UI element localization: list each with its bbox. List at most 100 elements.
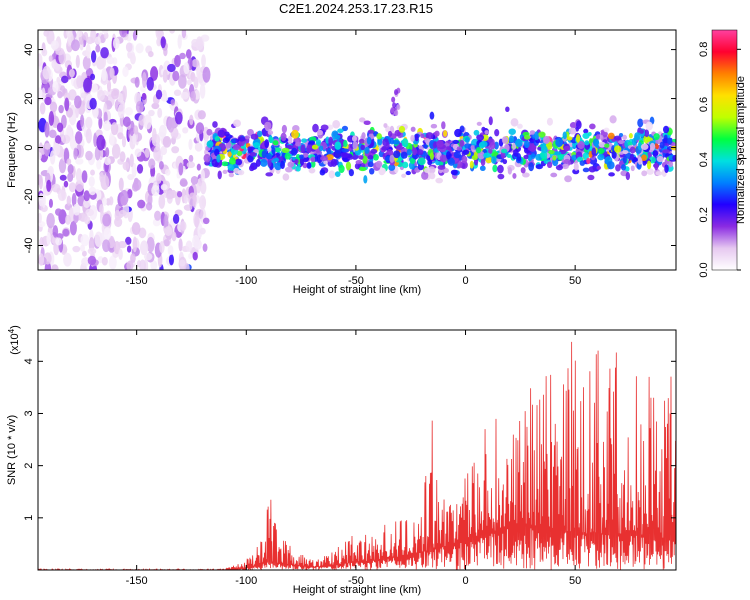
spectrogram-cell [395, 145, 401, 151]
spectrogram-cell [97, 89, 105, 101]
spectrogram-cell [63, 180, 69, 188]
spectrogram-cell [414, 134, 419, 142]
spectrogram-cell [185, 240, 193, 252]
spectrogram-cell [654, 162, 659, 171]
spectrogram-cell [152, 128, 157, 144]
spectrogram-cell [193, 239, 202, 250]
spectrogram-cell [644, 129, 650, 138]
spectrogram-cell [102, 213, 112, 227]
spectrogram-cell [561, 163, 569, 170]
spectrogram-cell [233, 119, 242, 128]
spectrogram-cell [117, 240, 127, 249]
spectrogram-cell [471, 155, 478, 161]
spectrogram-cell [662, 125, 670, 134]
spectrogram-cell [195, 38, 204, 51]
spectrogram-cell [68, 68, 75, 78]
spectrogram-cell [436, 140, 444, 148]
spectrogram-cell [206, 140, 214, 148]
spectrogram-cell [512, 172, 517, 179]
spectrogram-cell [273, 147, 282, 153]
y-tick-label: 1 [23, 515, 35, 521]
spectrogram-cell [89, 97, 97, 110]
spectrogram-cell [548, 149, 555, 155]
spectrogram-cell [68, 89, 77, 101]
spectrogram-cell [50, 40, 59, 50]
spectrogram-cell [643, 134, 651, 144]
spectrogram-cell [334, 171, 341, 177]
spectrogram-cell [433, 148, 439, 153]
spectrogram-cell [168, 254, 174, 266]
spectrogram-cell [191, 58, 200, 68]
spectrogram-cell [299, 154, 304, 160]
spectrogram-cell [575, 120, 582, 130]
spectrogram-cell [110, 122, 119, 136]
spectrogram-cell [563, 145, 571, 152]
spectrogram-cell [188, 253, 193, 260]
spectrogram-cell [394, 166, 399, 174]
spectrogram-cell [502, 158, 508, 165]
spectrogram-cell [555, 138, 564, 148]
spectrogram-cell [291, 129, 299, 139]
spectrogram-cell [437, 165, 446, 170]
spectrogram-cell [76, 30, 83, 38]
spectrogram-cell [86, 36, 94, 45]
spectrogram-cell [306, 144, 312, 154]
spectrogram-cell [540, 151, 548, 159]
spectrogram-cell [589, 123, 596, 130]
spectrogram-cell [587, 174, 595, 181]
spectrogram-cell [429, 152, 434, 160]
spectrogram-cell [66, 195, 72, 206]
spectrogram-cell [300, 144, 306, 154]
spectrogram-cell [128, 51, 135, 59]
spectrogram-cell [319, 169, 326, 176]
spectrogram-cell [51, 264, 59, 270]
spectrogram-cell [74, 95, 82, 109]
spectrogram-cell [510, 118, 519, 127]
spectrogram-cell [294, 158, 299, 164]
spectrogram-cell [389, 154, 395, 163]
spectrogram-cell [222, 169, 228, 175]
spectrogram-cell [44, 121, 50, 138]
colorbar-tick-label: 0.6 [698, 97, 710, 112]
spectrogram-cell [90, 169, 95, 176]
spectrogram-cell [295, 141, 302, 147]
spectrogram-cell [528, 162, 535, 172]
spectrogram-cell [608, 172, 615, 177]
spectrogram-cell [364, 146, 370, 154]
spectrogram-cell [72, 203, 81, 216]
snr-y-ticks: 1 2 3 4 [23, 358, 676, 521]
spectrogram-cell [202, 217, 210, 225]
spectrogram-cell [362, 154, 368, 164]
spectrogram-cell [57, 189, 67, 202]
spectrogram-cell [588, 166, 597, 173]
spectrogram-cell [38, 53, 43, 67]
spectrogram-cell [171, 146, 180, 154]
spectrogram-cell [591, 147, 597, 156]
spectrogram-cell [223, 131, 230, 137]
spectrogram-cell [662, 137, 669, 144]
spectrogram-cell [179, 179, 188, 187]
spectrogram-cell [402, 161, 409, 169]
spectrogram-cell [659, 141, 665, 149]
spectrogram-cell [396, 104, 401, 111]
spectrogram-cell [129, 153, 134, 168]
spectrogram-cell [359, 117, 366, 123]
spectrogram-cell [429, 111, 435, 120]
spectrogram-cell [405, 170, 411, 176]
spectrogram-cell [573, 162, 579, 171]
y-tick-label: 2 [23, 463, 35, 469]
spectrogram-cell [143, 114, 152, 130]
spectrogram-cell [88, 186, 97, 196]
spectrogram-cell [55, 237, 62, 246]
spectrogram-cell [202, 243, 208, 252]
spectrogram-cell [271, 146, 276, 155]
spectrogram-cell [268, 136, 274, 144]
spectrogram-cell [621, 164, 627, 171]
spectrogram-cell [534, 131, 540, 141]
spectrogram-cell [435, 177, 444, 184]
spectrogram-cell [170, 99, 176, 106]
spectrogram-cell [452, 139, 460, 145]
spectrogram-cell [132, 236, 138, 253]
spectrogram-cell [301, 138, 308, 143]
spectrogram-cell [158, 161, 164, 170]
